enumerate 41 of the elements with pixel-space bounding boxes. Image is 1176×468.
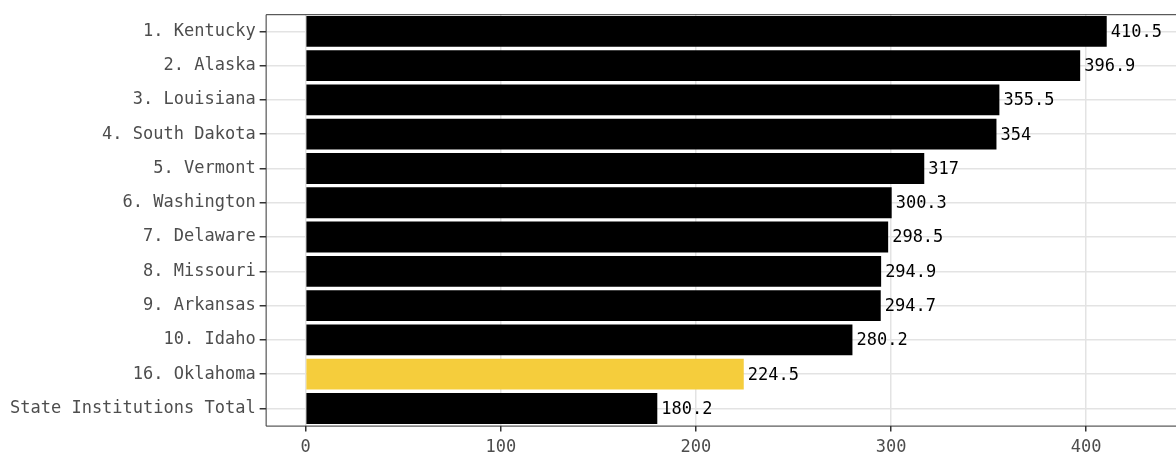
bar: [306, 50, 1081, 82]
data-label: 354: [1000, 123, 1032, 144]
y-tick-label: 9. Arkansas: [143, 294, 256, 315]
x-tick-label: 200: [680, 436, 712, 457]
y-tick-label: 5. Vermont: [153, 156, 256, 177]
data-label: 294.7: [884, 295, 936, 316]
bar: [306, 84, 1000, 116]
x-tick-label: 300: [875, 436, 907, 457]
y-tick-label: 6. Washington: [122, 191, 256, 212]
y-tick-label: 10. Idaho: [163, 328, 256, 349]
data-label: 300.3: [895, 192, 947, 213]
bar: [306, 221, 889, 253]
bar: [306, 358, 744, 390]
x-tick-label: 0: [300, 436, 311, 457]
data-label: 298.5: [892, 226, 944, 247]
x-tick-label: 100: [485, 436, 517, 457]
data-label: 410.5: [1110, 20, 1162, 41]
y-tick-label: 4. South Dakota: [102, 122, 256, 143]
y-tick-label: 1. Kentucky: [143, 19, 256, 40]
x-tick-label: 400: [1070, 436, 1102, 457]
y-tick-label: 16. Oklahoma: [132, 362, 256, 383]
bar: [306, 255, 882, 287]
bar: [306, 290, 881, 322]
bar: [306, 393, 658, 424]
data-label: 355.5: [1003, 89, 1055, 110]
bar: [306, 187, 892, 219]
y-tick-label: 3. Louisiana: [132, 88, 256, 109]
bar: [306, 153, 925, 184]
data-label: 294.9: [885, 260, 937, 281]
data-label: 180.2: [661, 397, 713, 418]
y-tick-label: State Institutions Total: [10, 396, 256, 417]
y-tick-label: 7. Delaware: [143, 225, 256, 246]
y-tick-label: 2. Alaska: [163, 54, 256, 75]
data-label: 317: [928, 157, 959, 178]
data-label: 396.9: [1084, 55, 1136, 76]
bar: [306, 324, 853, 356]
bar: [306, 15, 1107, 47]
y-tick-label: 8. Missouri: [143, 259, 256, 280]
data-label: 280.2: [856, 329, 908, 350]
data-label: 224.5: [747, 363, 799, 384]
bar: [306, 118, 997, 150]
